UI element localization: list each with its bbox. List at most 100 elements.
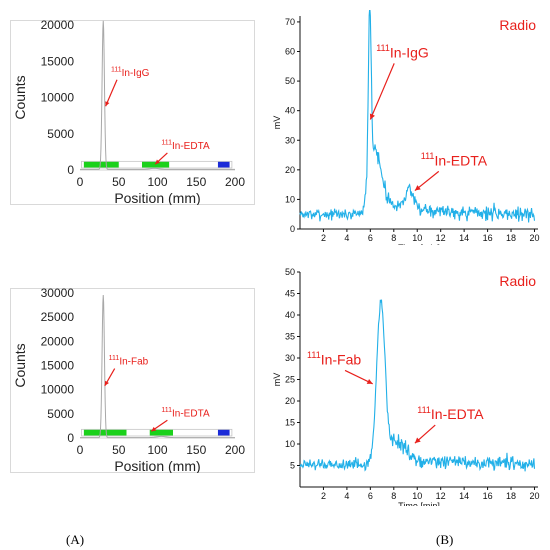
tlc0-x-tick-2: 100	[147, 175, 167, 189]
hplc1-annotation-1-arrow-head	[414, 437, 421, 444]
hplc0-x-tick-6: 14	[459, 233, 469, 243]
panel-label-b: (B)	[436, 532, 454, 547]
panel-label-a: (A)	[66, 532, 85, 547]
tlc1-y-tick-4: 20000	[41, 334, 75, 348]
hplc0-y-tick-2: 20	[285, 165, 295, 175]
tlc0-annotation-1-label-superscript: 111	[161, 139, 172, 146]
hplc1-x-tick-0: 2	[321, 491, 326, 501]
hplc1-y-tick-2: 15	[285, 418, 295, 428]
tlc0-y-tick-3: 15000	[41, 54, 75, 68]
tlc1-x-tick-4: 200	[225, 443, 245, 457]
tlc1-x-tick-1: 50	[112, 443, 126, 457]
hplc0-y-axis-label: mV	[272, 116, 282, 130]
hplc1-y-tick-9: 50	[285, 267, 295, 277]
tlc1-x-tick-2: 100	[147, 443, 167, 457]
tlc0-annotation-1-label: 111In-EDTA	[161, 139, 210, 152]
tlc1-strip-segment-0	[83, 429, 127, 436]
hplc0-x-axis-label: Time [min]	[398, 243, 440, 245]
hplc0-annotation-0-arrow-line	[369, 63, 395, 120]
tlc0-annotation-0-label-text: In-IgG	[122, 68, 150, 79]
tlc1-annotation-1-label-superscript: 111	[161, 407, 172, 414]
tlc0-y-axis-label: Counts	[12, 75, 28, 119]
tlc1-y-tick-6: 30000	[41, 288, 75, 300]
hplc1-y-tick-1: 10	[285, 439, 295, 449]
hplc-chart-igg: 0 10 20 30 40 50 60 70 2 4 6 8 10 12 14 16 18 20 Time [min…	[272, 10, 539, 245]
tlc0-x-axis-label: Position (mm)	[114, 190, 200, 205]
hplc0-annotation-1-label-superscript: 111	[421, 151, 435, 161]
tlc1-annotation-0-label-text: In-Fab	[119, 357, 148, 368]
tlc0-strip-segment-1	[142, 161, 170, 168]
tlc0-y-tick-4: 20000	[41, 20, 75, 32]
hplc1-x-axis-label: Time [min]	[398, 501, 440, 506]
hplc0-x-tick-2: 6	[368, 233, 373, 243]
tlc0-x-tick-4: 200	[225, 175, 245, 189]
tlc1-strip-segment-2	[217, 429, 230, 436]
tlc0-x-tick-0: 0	[77, 175, 84, 189]
tlc1-x-axis-label: Position (mm)	[114, 458, 200, 473]
hplc1-annotation-0-arrow-head	[366, 379, 373, 384]
hplc1-annotation-1-label-text: In-EDTA	[431, 406, 484, 422]
hplc0-annotation-1-label: 111In-EDTA	[421, 151, 488, 168]
hplc0-x-tick-8: 18	[506, 233, 516, 243]
tlc0-annotation-0-arrow-head	[105, 101, 110, 107]
hplc0-x-tick-4: 10	[412, 233, 422, 243]
hplc0-annotation-0-label-superscript: 111	[376, 43, 390, 53]
tlc1-y-tick-5: 25000	[41, 310, 75, 324]
hplc0-y-tick-4: 40	[285, 106, 295, 116]
tlc0-annotation-0-label: 111In-IgG	[111, 66, 150, 79]
hplc0-title: Radio	[499, 17, 536, 33]
hplc1-trace	[299, 299, 536, 472]
tlc1-frame	[10, 288, 255, 473]
tlc1-annotation-1-arrow-head	[151, 426, 157, 432]
tlc1-y-tick-1: 5000	[47, 407, 74, 421]
hplc1-annotation-1-label: 111In-EDTA	[417, 405, 484, 422]
hplc0-x-tick-9: 20	[529, 233, 539, 243]
hplc0-x-tick-3: 8	[391, 233, 396, 243]
hplc0-y-tick-3: 30	[285, 135, 295, 145]
hplc1-x-tick-1: 4	[344, 491, 349, 501]
tlc1-y-tick-0: 0	[67, 431, 74, 445]
hplc1-y-axis-label: mV	[272, 373, 282, 387]
tlc1-x-tick-0: 0	[77, 443, 84, 457]
tlc0-strip-segment-0	[83, 161, 119, 168]
tlc0-frame	[10, 20, 255, 205]
tlc0-annotation-1-label-text: In-EDTA	[172, 141, 210, 152]
hplc1-x-tick-7: 16	[483, 491, 493, 501]
hplc0-trace	[299, 10, 536, 223]
hplc1-title: Radio	[499, 273, 536, 289]
hplc0-y-tick-6: 60	[285, 47, 295, 57]
hplc1-y-tick-3: 20	[285, 396, 295, 406]
tlc0-y-tick-1: 5000	[47, 127, 74, 141]
hplc1-annotation-0-label: 111In-Fab	[307, 350, 361, 367]
hplc0-y-tick-7: 70	[285, 17, 295, 27]
tlc1-annotation-1-label-text: In-EDTA	[172, 408, 210, 419]
hplc0-annotation-1-arrow-head	[414, 185, 421, 191]
hplc1-y-tick-6: 35	[285, 332, 295, 342]
hplc1-y-tick-8: 45	[285, 289, 295, 299]
tlc0-y-tick-2: 10000	[41, 91, 75, 105]
tlc0-annotation-0-arrow-line	[105, 79, 118, 107]
hplc0-y-tick-0: 0	[290, 224, 295, 234]
hplc0-annotation-0-label-text: In-IgG	[390, 44, 429, 60]
hplc1-x-tick-2: 6	[368, 491, 373, 501]
hplc0-annotation-0-label: 111In-IgG	[376, 43, 429, 60]
tlc1-annotation-0-label-superscript: 111	[109, 355, 120, 362]
tlc1-y-tick-3: 15000	[41, 359, 75, 373]
tlc0-annotation-0-label-superscript: 111	[111, 66, 122, 73]
tlc0-x-tick-3: 150	[186, 175, 206, 189]
hplc1-annotation-0-label-superscript: 111	[307, 350, 321, 360]
hplc0-annotation-1-label-text: In-EDTA	[434, 152, 487, 168]
hplc1-x-tick-4: 10	[412, 491, 422, 501]
hplc0-y-tick-5: 50	[285, 76, 295, 86]
tlc-chart-igg: 0 5000 10000 15000 20000 0 50 100 150 200 Position…	[10, 20, 255, 205]
hplc1-x-tick-9: 20	[529, 491, 539, 501]
tlc0-y-tick-0: 0	[67, 163, 74, 177]
tlc1-annotation-0-arrow-head	[104, 380, 109, 386]
hplc1-annotation-1-label-superscript: 111	[417, 405, 431, 415]
hplc1-annotation-0-label-text: In-Fab	[321, 351, 362, 367]
tlc0-strip-segment-2	[217, 161, 230, 168]
hplc1-x-tick-3: 8	[391, 491, 396, 501]
hplc0-x-tick-1: 4	[344, 233, 349, 243]
hplc1-y-tick-7: 40	[285, 310, 295, 320]
